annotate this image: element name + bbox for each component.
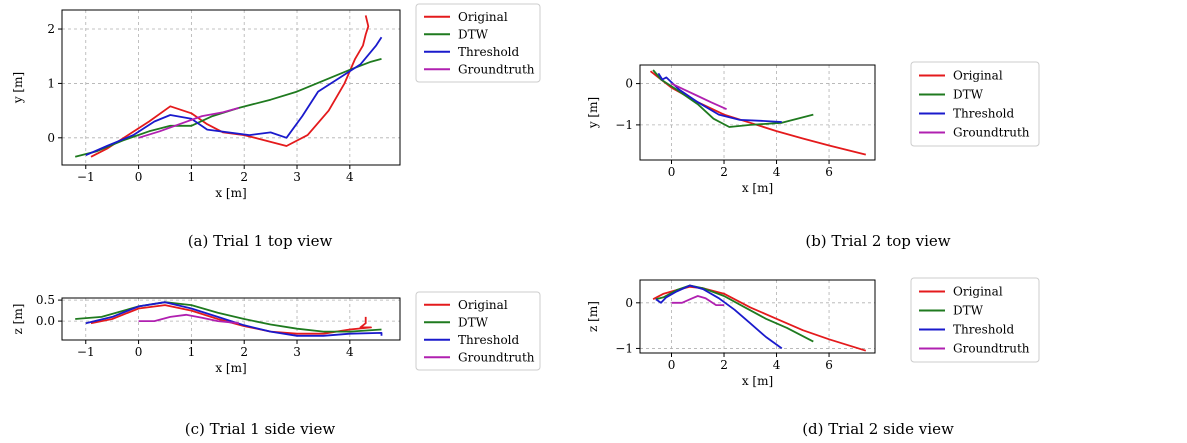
legend: Original DTW Threshold Groundtruth: [415, 291, 541, 371]
legend-label-threshold: Threshold: [458, 45, 520, 59]
legend-box: [910, 277, 1040, 363]
series-line-dtw: [74, 58, 382, 158]
y-tick-label: −1: [615, 341, 633, 355]
panel-trial2-top: 0 2 4 6 −1 0 x [m] y [m] Original DTW Threshold Gro…: [575, 0, 1187, 195]
x-axis-label: x [m]: [215, 361, 246, 375]
panel-trial2-side: 0 2 4 6 −1 0 x [m] z [m] Original DTW Threshold Gro…: [575, 277, 1187, 398]
legend-label-groundtruth: Groundtruth: [953, 126, 1030, 140]
x-tick-label: 4: [346, 345, 354, 359]
series-line-original: [90, 15, 370, 158]
x-tick-label: 3: [293, 170, 301, 184]
caption-c: (c) Trial 1 side view: [184, 420, 336, 438]
x-tick-label: 6: [825, 165, 833, 179]
y-tick-label: 2: [47, 22, 55, 36]
y-axis-label: y [m]: [586, 97, 600, 129]
chart-trial2-side: 0 2 4 6 −1 0 x [m] z [m] Original DTW Threshold Gro…: [586, 277, 1040, 388]
legend-label-original: Original: [953, 69, 1003, 83]
x-tick-label: −1: [77, 345, 95, 359]
legend-box: [415, 3, 541, 83]
legend: Original DTW Threshold Groundtruth: [910, 277, 1040, 363]
chart-trial1-side: −1 0 1 2 3 4 0.0 0.5 x [m] z [m] Original DTW Thresh…: [11, 291, 541, 375]
x-tick-label: 0: [135, 345, 143, 359]
legend-label-groundtruth: Groundtruth: [458, 350, 535, 364]
legend-label-original: Original: [953, 285, 1003, 299]
plot-frame: [639, 279, 876, 354]
y-axis-label: y [m]: [11, 72, 25, 104]
legend-label-threshold: Threshold: [953, 107, 1015, 121]
legend-box: [415, 291, 541, 371]
series-line-groundtruth: [671, 295, 724, 307]
legend-label-dtw: DTW: [953, 304, 984, 318]
x-tick-label: 1: [188, 345, 196, 359]
x-tick-label: −1: [77, 170, 95, 184]
y-tick-label: 0.5: [36, 293, 55, 307]
legend-label-dtw: DTW: [458, 315, 489, 329]
y-tick-label: 1: [47, 76, 55, 90]
caption-d: (d) Trial 2 side view: [802, 420, 954, 438]
x-tick-label: 2: [240, 345, 248, 359]
legend-box: [910, 61, 1040, 147]
chart-trial1-top: −1 0 1 2 3 4 0 1 2 x [m] y [m] Original DTW Threshold…: [11, 3, 541, 200]
panel-trial1-top: −1 0 1 2 3 4 0 1 2 x [m] y [m] Original DTW Threshold…: [0, 0, 560, 200]
chart-trial2-top: 0 2 4 6 −1 0 x [m] y [m] Original DTW Threshold Gro…: [586, 61, 1040, 195]
series-line-threshold: [657, 72, 782, 123]
x-tick-label: 3: [293, 345, 301, 359]
plot-frame: [61, 9, 401, 166]
x-tick-label: 2: [240, 170, 248, 184]
x-tick-label: 4: [773, 358, 781, 372]
series-line-threshold: [85, 301, 383, 337]
x-tick-label: 0: [135, 170, 143, 184]
series-line-groundtruth: [138, 107, 240, 139]
x-tick-label: 4: [773, 165, 781, 179]
series-line-threshold: [85, 36, 383, 157]
series-line-dtw: [652, 69, 814, 128]
y-tick-label: 0: [47, 131, 55, 145]
legend-label-original: Original: [458, 298, 508, 312]
legend-label-dtw: DTW: [458, 27, 489, 41]
legend: Original DTW Threshold Groundtruth: [910, 61, 1040, 147]
panel-trial1-side: −1 0 1 2 3 4 0.0 0.5 x [m] z [m] Original DTW Thresh…: [0, 290, 560, 395]
legend-label-original: Original: [458, 10, 508, 24]
x-axis-label: x [m]: [215, 186, 246, 200]
y-tick-label: 0: [625, 77, 633, 91]
y-tick-label: 0.0: [36, 314, 55, 328]
caption-b: (b) Trial 2 top view: [805, 232, 951, 250]
legend: Original DTW Threshold Groundtruth: [415, 3, 541, 83]
series-line-groundtruth: [671, 82, 727, 111]
caption-a: (a) Trial 1 top view: [187, 232, 333, 250]
legend-label-groundtruth: Groundtruth: [458, 62, 535, 76]
y-axis-label: z [m]: [586, 301, 600, 332]
y-tick-label: −1: [615, 118, 633, 132]
x-tick-label: 0: [668, 165, 676, 179]
plot-frame: [61, 297, 401, 341]
y-tick-label: 0: [625, 296, 633, 310]
series-line-dtw: [655, 284, 814, 343]
x-tick-label: 6: [825, 358, 833, 372]
x-tick-label: 4: [346, 170, 354, 184]
x-tick-label: 2: [720, 165, 728, 179]
series-line-threshold: [655, 284, 783, 350]
series-line-dtw: [75, 301, 382, 333]
x-tick-label: 0: [668, 358, 676, 372]
legend-label-threshold: Threshold: [953, 323, 1015, 337]
y-axis-label: z [m]: [11, 304, 25, 335]
plot-frame: [639, 64, 876, 161]
legend-label-groundtruth: Groundtruth: [953, 342, 1030, 356]
legend-label-threshold: Threshold: [458, 333, 520, 347]
legend-label-dtw: DTW: [953, 88, 984, 102]
series-line-original: [652, 285, 867, 352]
x-axis-label: x [m]: [742, 181, 773, 195]
series-line-groundtruth: [138, 313, 239, 325]
x-tick-label: 2: [720, 358, 728, 372]
x-tick-label: 1: [188, 170, 196, 184]
x-axis-label: x [m]: [742, 374, 773, 388]
